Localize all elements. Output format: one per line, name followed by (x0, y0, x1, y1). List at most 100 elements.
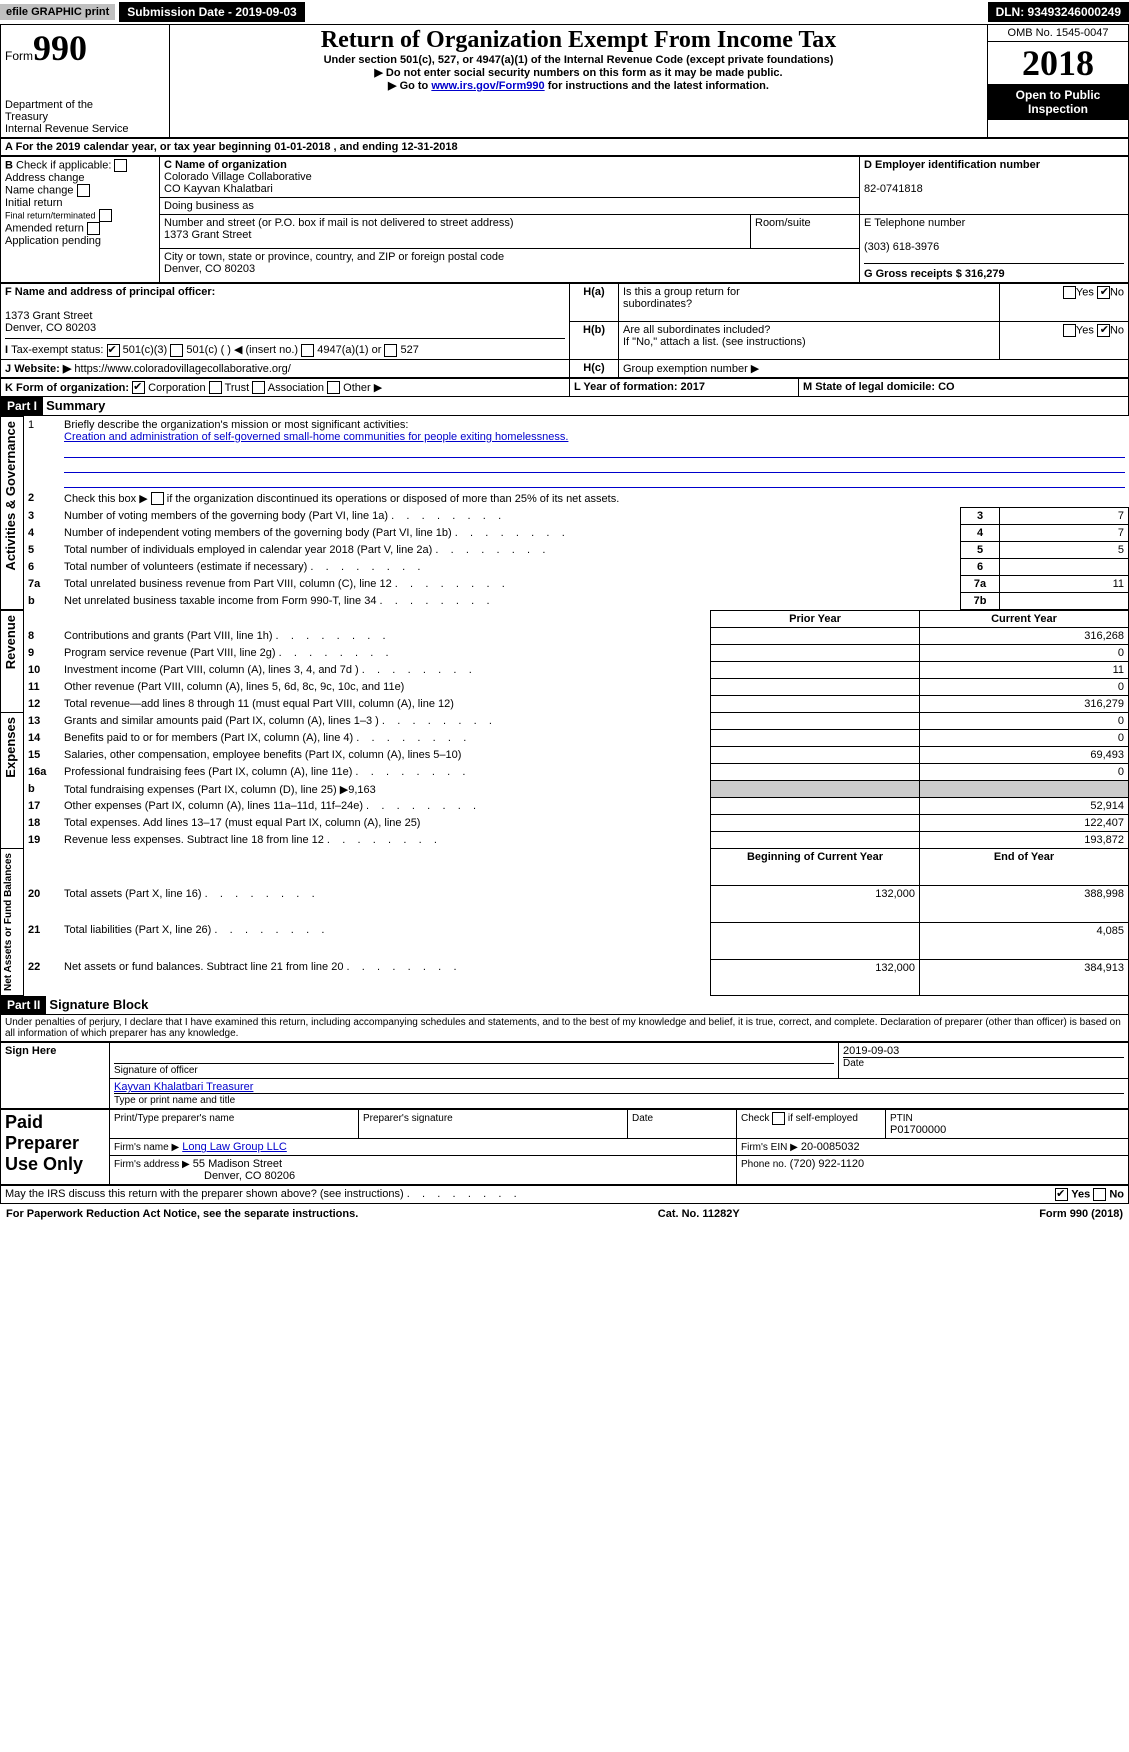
street-label: Number and street (or P.O. box if mail i… (164, 217, 514, 229)
box-b-item-0: Address change (5, 172, 85, 184)
row3-val: 7 (1000, 508, 1129, 525)
checkbox-discuss-yes[interactable] (1055, 1188, 1068, 1201)
exp19-c: 193,872 (920, 832, 1129, 849)
part1-title: Summary (46, 398, 105, 413)
side-activities: Activities & Governance (1, 417, 20, 575)
part2-title: Signature Block (49, 997, 148, 1012)
checkbox-discontinued[interactable] (151, 492, 164, 505)
exp19-label: Revenue less expenses. Subtract line 18 … (64, 834, 437, 846)
footer-left: For Paperwork Reduction Act Notice, see … (6, 1208, 358, 1220)
q1-text: Creation and administration of self-gove… (64, 431, 568, 443)
dept-line2: Treasury (5, 111, 165, 123)
box-d-label: D Employer identification number (864, 159, 1040, 171)
exp17-label: Other expenses (Part IX, column (A), lin… (64, 800, 476, 812)
submission-date: Submission Date - 2019-09-03 (119, 2, 304, 22)
exp18-p (711, 815, 920, 832)
line-a-begin: For the 2019 calendar year, or tax year … (16, 141, 331, 153)
box-f-label: F Name and address of principal officer: (5, 286, 215, 298)
dept-line3: Internal Revenue Service (5, 123, 165, 135)
checkbox-4947[interactable] (301, 344, 314, 357)
row6-num: 6 (961, 559, 1000, 576)
ha-yes: Yes (1076, 286, 1094, 298)
box-k-label: K Form of organization: (5, 382, 129, 394)
opt-assoc: Association (268, 382, 324, 394)
net20-c: 388,998 (920, 886, 1129, 923)
form-header-table: Form990 Department of the Treasury Inter… (0, 24, 1129, 138)
row4-label: Number of independent voting members of … (64, 527, 565, 539)
checkbox-hb-no[interactable] (1097, 324, 1110, 337)
checkbox-address-change[interactable] (114, 159, 127, 172)
paid-preparer-label: Paid Preparer Use Only (1, 1110, 110, 1185)
form-subtitle-3a: ▶ Go to (388, 80, 431, 92)
rev9-label: Program service revenue (Part VIII, line… (64, 647, 389, 659)
checkbox-amended[interactable] (87, 222, 100, 235)
current-year-header: Current Year (920, 611, 1129, 628)
officer-name: Kayvan Khalatbari Treasurer (114, 1081, 1124, 1094)
checkbox-ha-yes[interactable] (1063, 286, 1076, 299)
firm-name[interactable]: Long Law Group LLC (182, 1141, 287, 1153)
discuss-no: No (1109, 1189, 1124, 1201)
date-label: Date (843, 1057, 1124, 1069)
row7b-val (1000, 593, 1129, 610)
checkbox-trust[interactable] (209, 381, 222, 394)
rev12-label: Total revenue—add lines 8 through 11 (mu… (64, 698, 454, 710)
ptin-label: PTIN (890, 1113, 913, 1124)
irs-link[interactable]: www.irs.gov/Form990 (431, 80, 544, 92)
exp18-c: 122,407 (920, 815, 1129, 832)
dba-label: Doing business as (164, 200, 254, 212)
checkbox-other[interactable] (327, 381, 340, 394)
room-label: Room/suite (755, 217, 811, 229)
checkbox-corp[interactable] (132, 381, 145, 394)
firm-phone: (720) 922-1120 (790, 1158, 864, 1170)
checkbox-self-employed[interactable] (772, 1112, 785, 1125)
row5-num: 5 (961, 542, 1000, 559)
ha-no: No (1110, 286, 1124, 298)
q1-label: Briefly describe the organization's miss… (64, 419, 408, 431)
box-m: M State of legal domicile: CO (803, 381, 955, 393)
exp19-p (711, 832, 920, 849)
opt-501c: 501(c) ( ) ◀ (insert no.) (186, 344, 298, 356)
checkbox-hb-yes[interactable] (1063, 324, 1076, 337)
perjury-text: Under penalties of perjury, I declare th… (0, 1015, 1129, 1042)
dln-label: DLN: 93493246000249 (988, 2, 1129, 22)
side-revenue: Revenue (1, 611, 20, 673)
net21-c: 4,085 (920, 922, 1129, 959)
officer-addr1: 1373 Grant Street (5, 310, 92, 322)
checkbox-final[interactable] (99, 209, 112, 222)
part2-bar: Part II (1, 996, 46, 1014)
sign-here-label: Sign Here (1, 1043, 110, 1109)
exp18-label: Total expenses. Add lines 13–17 (must eq… (64, 817, 420, 829)
ha-text1: Is this a group return for (623, 286, 740, 298)
rev9-c: 0 (920, 645, 1129, 662)
q2-text: Check this box ▶ if the organization dis… (64, 493, 619, 505)
part1-bar: Part I (1, 397, 43, 415)
checkbox-discuss-no[interactable] (1093, 1188, 1106, 1201)
opt-trust: Trust (225, 382, 250, 394)
net20-p: 132,000 (711, 886, 920, 923)
form-subtitle-2: ▶ Do not enter social security numbers o… (174, 66, 983, 79)
checkbox-name-change[interactable] (77, 184, 90, 197)
exp13-c: 0 (920, 713, 1129, 730)
checkbox-ha-no[interactable] (1097, 286, 1110, 299)
rev8-p (711, 628, 920, 645)
rev9-p (711, 645, 920, 662)
net22-label: Net assets or fund balances. Subtract li… (64, 961, 457, 973)
hb-text2: If "No," attach a list. (see instruction… (623, 336, 806, 348)
top-info-bar: efile GRAPHIC print Submission Date - 20… (0, 0, 1129, 24)
checkbox-501c[interactable] (170, 344, 183, 357)
rev10-c: 11 (920, 662, 1129, 679)
exp16a-p (711, 764, 920, 781)
hc-text: Group exemption number ▶ (623, 363, 759, 375)
checkbox-501c3[interactable] (107, 344, 120, 357)
exp17-c: 52,914 (920, 798, 1129, 815)
checkbox-527[interactable] (384, 344, 397, 357)
box-j-label: Website: ▶ (14, 363, 71, 375)
opt-corp: Corporation (148, 382, 205, 394)
net21-p (711, 922, 920, 959)
begin-year-header: Beginning of Current Year (711, 849, 920, 886)
row7b-label: Net unrelated business taxable income fr… (64, 595, 490, 607)
exp13-label: Grants and similar amounts paid (Part IX… (64, 715, 492, 727)
firm-ein-label: Firm's EIN ▶ (741, 1142, 798, 1153)
form-title: Return of Organization Exempt From Incom… (174, 27, 983, 54)
checkbox-assoc[interactable] (252, 381, 265, 394)
